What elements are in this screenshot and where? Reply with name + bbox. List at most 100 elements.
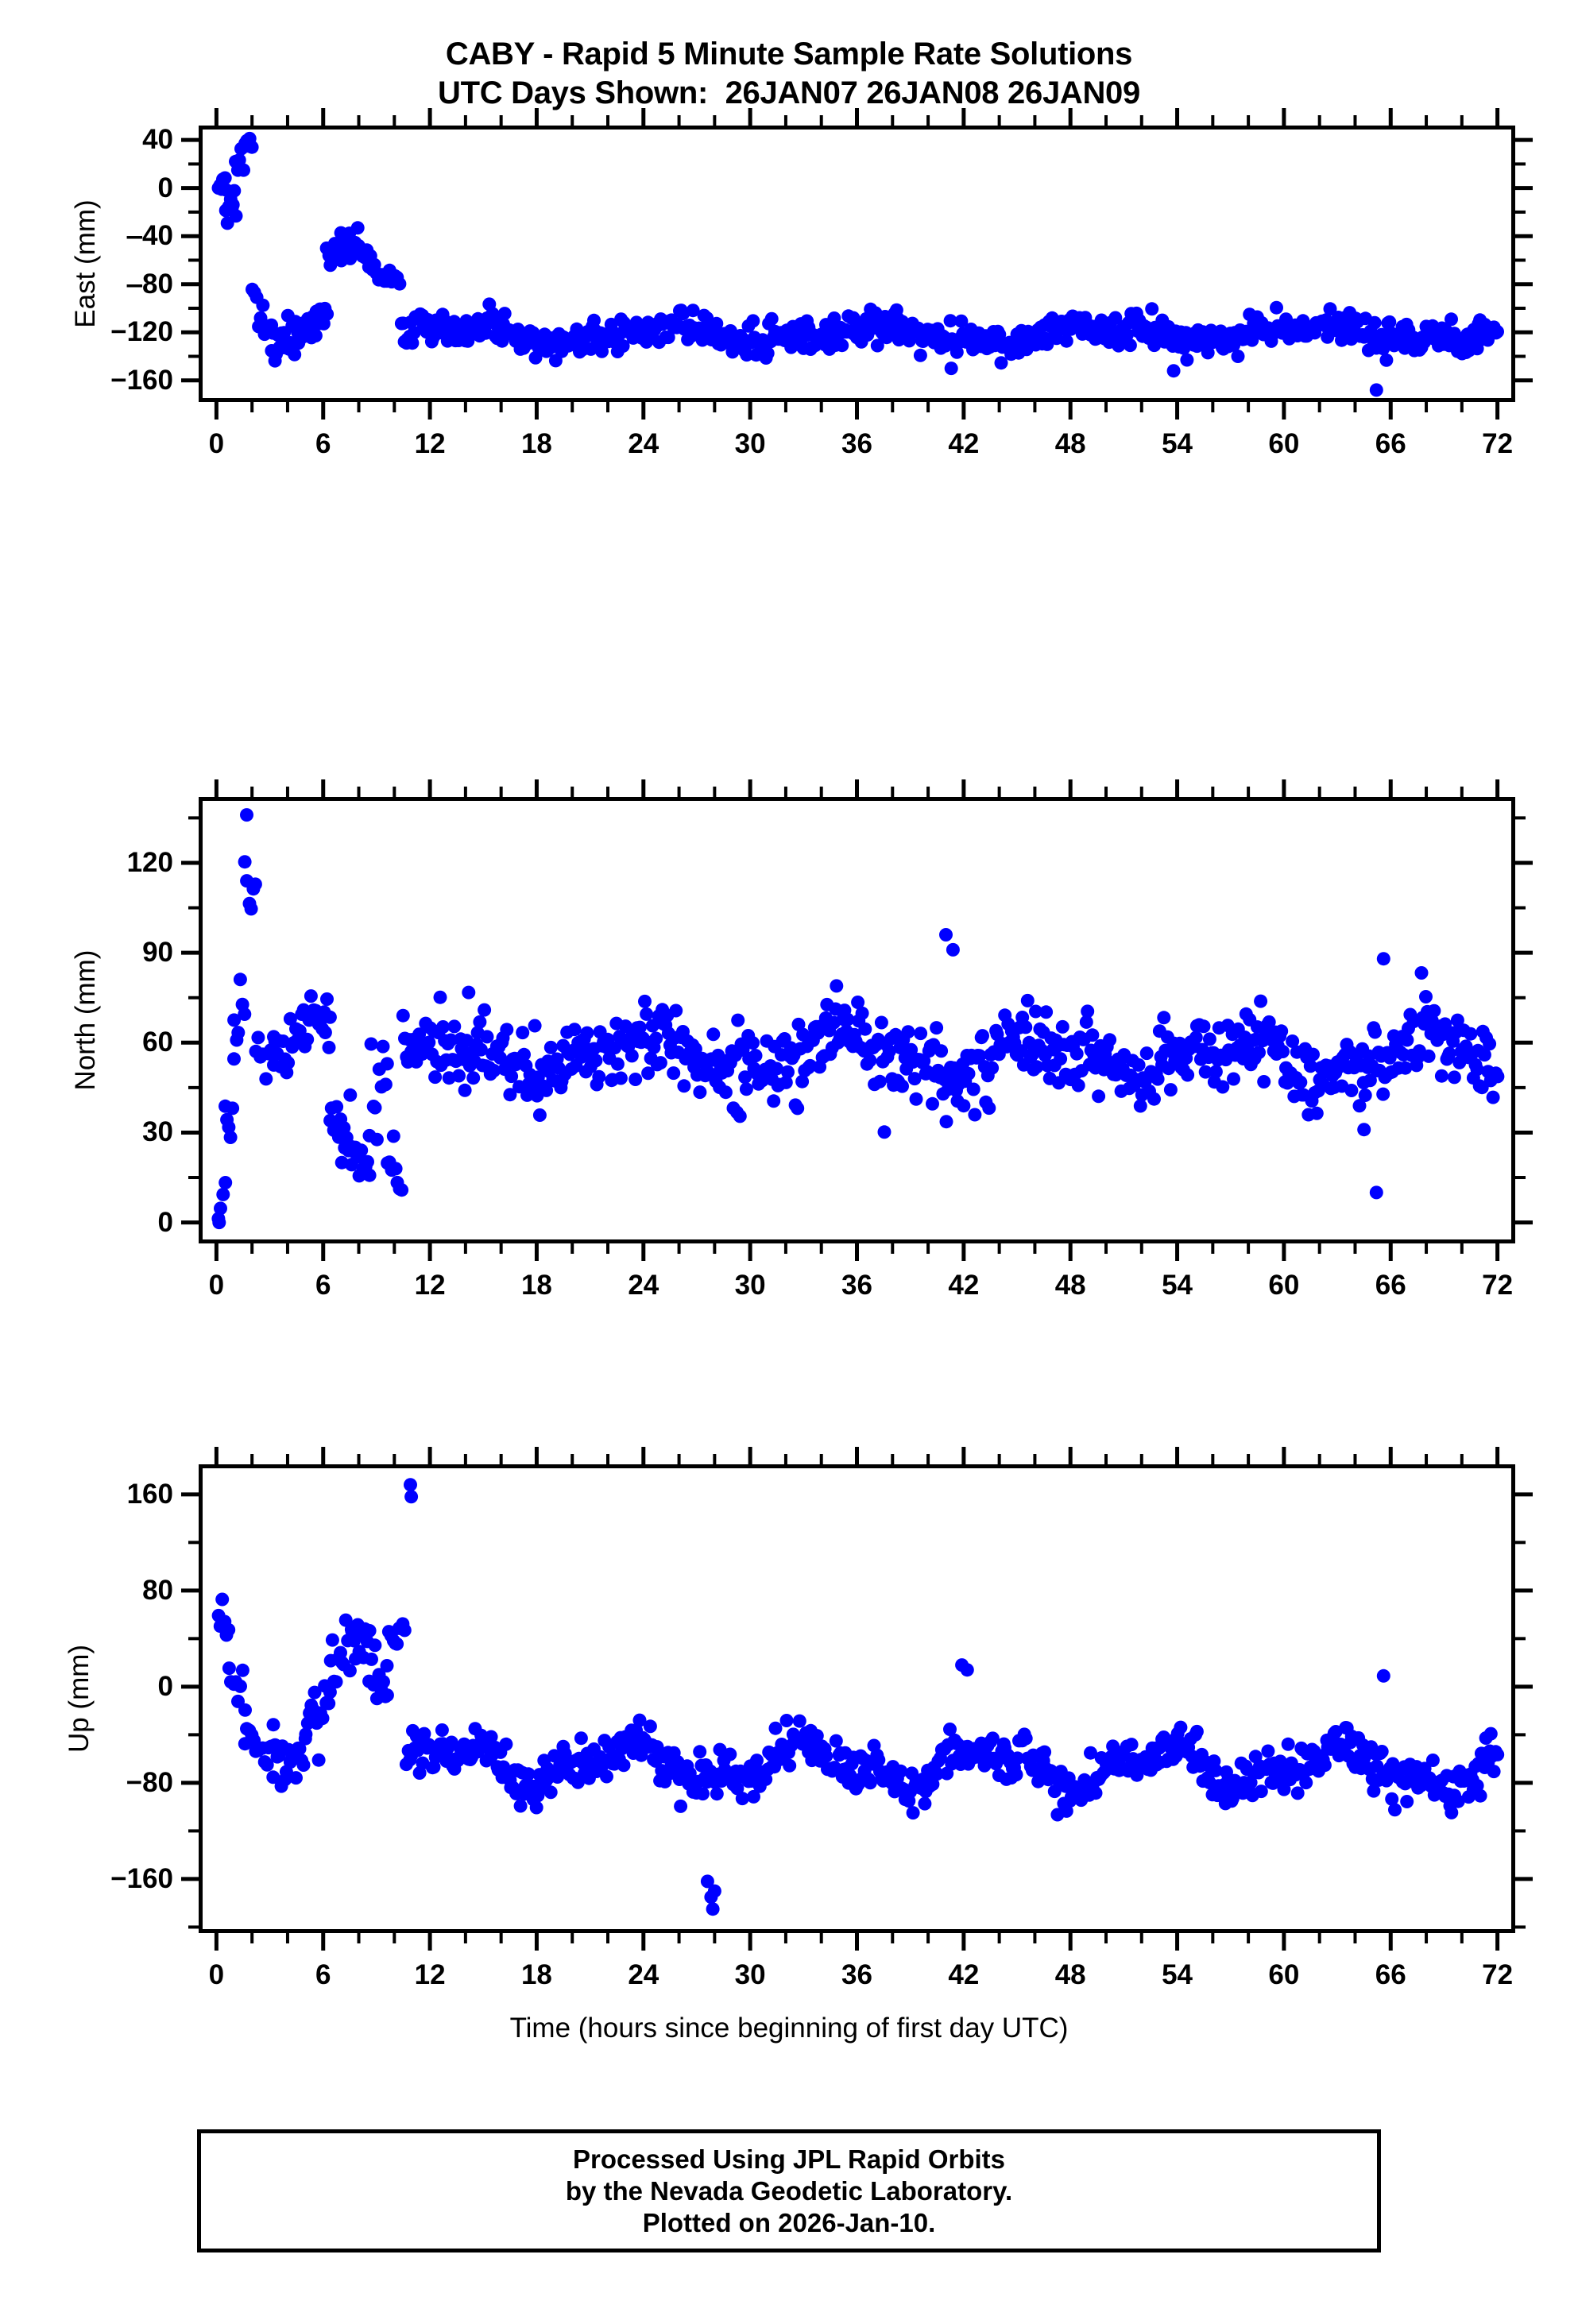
data-point [260, 1758, 274, 1772]
data-point [1344, 1084, 1359, 1097]
data-point [422, 1035, 436, 1050]
data-point [266, 1718, 280, 1732]
data-point [946, 942, 960, 957]
data-point [1317, 1758, 1332, 1773]
x-tick-label: 6 [315, 428, 331, 459]
data-points [211, 1478, 1505, 1916]
x-tick-label: 60 [1268, 428, 1300, 459]
data-point [474, 1042, 488, 1057]
data-point [1358, 1089, 1372, 1102]
data-point [218, 171, 232, 185]
data-point [1020, 993, 1035, 1007]
y-axis-title: Up (mm) [64, 1644, 95, 1754]
data-point [1157, 1011, 1171, 1025]
data-point [954, 314, 969, 328]
data-point [1276, 1045, 1290, 1058]
data-point [517, 1047, 531, 1061]
data-point [764, 311, 779, 326]
data-point [1059, 334, 1073, 348]
data-point [1388, 1803, 1402, 1817]
x-tick-label: 66 [1375, 1270, 1406, 1301]
data-point [435, 1723, 449, 1737]
x-tick-label: 42 [948, 428, 980, 459]
data-point [513, 1799, 528, 1813]
data-point [480, 1030, 494, 1044]
data-point [894, 1764, 908, 1778]
data-point [227, 1013, 242, 1027]
data-point [1445, 1805, 1459, 1819]
x-tick-label: 54 [1162, 1270, 1193, 1301]
data-point [1294, 1075, 1308, 1089]
data-point [532, 1108, 547, 1122]
data-point [404, 1490, 419, 1504]
y-tick-label: −80 [126, 1766, 173, 1798]
panel-up-plot [181, 1447, 1533, 1951]
y-tick-label: 160 [126, 1478, 173, 1510]
data-point [1054, 1052, 1068, 1066]
data-point [1369, 1185, 1383, 1200]
y-tick-label: 120 [126, 846, 173, 878]
data-point [364, 1037, 378, 1051]
data-point [222, 1622, 236, 1637]
data-point [1039, 1005, 1054, 1019]
data-point [700, 1874, 714, 1889]
data-point [872, 1753, 886, 1767]
data-point [618, 1019, 632, 1034]
data-point [686, 304, 700, 318]
data-point [245, 140, 259, 154]
data-point [693, 1745, 707, 1759]
data-point [1363, 1073, 1377, 1088]
footer-line-3: Plotted on 2026-Jan-10. [642, 2207, 936, 2237]
data-point [696, 1787, 710, 1801]
data-point [1473, 1788, 1487, 1803]
data-point [1081, 1004, 1095, 1019]
data-point [730, 1781, 745, 1796]
data-point [643, 1719, 657, 1734]
data-point [1274, 1024, 1289, 1038]
data-point [1227, 1072, 1240, 1086]
data-point [640, 1007, 654, 1021]
data-point [1216, 1080, 1230, 1094]
data-point [1252, 1046, 1266, 1060]
data-point [718, 1085, 733, 1100]
data-point [233, 973, 247, 987]
data-point [1487, 1765, 1501, 1779]
data-point [1367, 1784, 1381, 1798]
data-point [1323, 302, 1337, 316]
data-point [325, 1633, 339, 1647]
tick-marks [181, 1447, 1533, 1951]
data-point [674, 1799, 688, 1813]
data-point [452, 1069, 466, 1083]
data-point [342, 1664, 357, 1678]
data-point [1202, 1032, 1216, 1046]
data-point [1477, 1048, 1491, 1062]
data-point [1290, 1786, 1305, 1800]
title-line-2: UTC Days Shown: 26JAN07 26JAN08 26JAN09 [438, 75, 1140, 110]
data-point [417, 1727, 431, 1741]
data-point [904, 1042, 919, 1057]
data-point [1375, 1745, 1389, 1758]
y-tick-label: 90 [142, 937, 173, 969]
footer-line-2: by the Nevada Geodetic Laboratory. [565, 2175, 1013, 2206]
data-point [610, 1057, 625, 1071]
data-point [1133, 1099, 1147, 1113]
data-point [404, 1478, 417, 1492]
data-point [683, 1766, 697, 1781]
data-point [1379, 353, 1394, 367]
data-point [846, 311, 861, 325]
data-point [1483, 1727, 1498, 1741]
data-point [770, 1061, 783, 1076]
data-point [1400, 1795, 1414, 1808]
y-axis-title: East (mm) [70, 199, 101, 328]
data-point [841, 1012, 855, 1027]
data-point [1486, 1090, 1500, 1104]
data-point [632, 1713, 647, 1727]
data-point [567, 1023, 582, 1037]
data-point [641, 1066, 656, 1081]
data-point [819, 1749, 833, 1763]
data-point [1103, 1033, 1117, 1047]
data-point [1254, 1785, 1268, 1799]
x-tick-label: 66 [1375, 1959, 1406, 1990]
data-point [222, 1120, 236, 1135]
